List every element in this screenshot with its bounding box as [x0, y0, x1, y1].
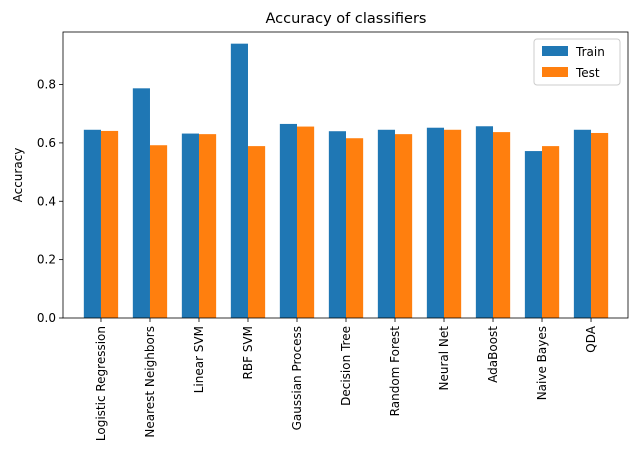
bar-test-0 — [100, 130, 119, 318]
bar-train-7 — [426, 127, 445, 318]
bar-train-5 — [328, 131, 346, 318]
bar-train-4 — [279, 123, 297, 319]
bar-test-3 — [247, 146, 266, 318]
x-tick-label: Logistic Regression — [94, 326, 108, 441]
bar-train-10 — [573, 129, 592, 318]
bar-train-0 — [83, 129, 101, 318]
x-tick-label: Decision Tree — [339, 326, 353, 406]
bar-test-6 — [395, 134, 413, 318]
legend-label-test: Test — [575, 66, 600, 80]
bar-test-8 — [493, 132, 511, 318]
y-tick-label: 0.4 — [37, 194, 56, 208]
y-tick-label: 0.6 — [37, 136, 56, 150]
legend: Train Test — [533, 38, 621, 86]
y-tick-label: 0.8 — [37, 78, 56, 92]
bar-test-10 — [591, 132, 609, 318]
y-tick-label: 0.0 — [37, 311, 56, 325]
x-tick-label: RBF SVM — [241, 326, 255, 379]
bars-group — [83, 43, 609, 319]
x-tick-label: Linear SVM — [192, 326, 206, 393]
y-tick-label: 0.2 — [37, 253, 56, 267]
bar-train-8 — [475, 126, 494, 318]
axes-group: Logistic Regression Nearest Neighbors Line… — [37, 31, 629, 441]
legend-swatch-test — [542, 67, 568, 77]
x-tick-label: AdaBoost — [486, 326, 500, 383]
bar-test-2 — [198, 134, 217, 318]
bar-train-3 — [230, 43, 248, 319]
bar-test-4 — [297, 126, 315, 318]
bar-train-1 — [132, 88, 150, 318]
legend-label-train: Train — [575, 45, 605, 59]
x-tick-label: Naive Bayes — [535, 326, 549, 400]
bar-train-9 — [524, 151, 543, 318]
x-tick-label: QDA — [584, 325, 598, 352]
legend-swatch-train — [542, 46, 568, 56]
chart-title: Accuracy of classifiers — [266, 11, 427, 27]
x-tick-label: Gaussian Process — [290, 326, 304, 430]
bar-test-7 — [444, 129, 462, 318]
plot-frame — [62, 31, 629, 319]
y-axis-title: Accuracy — [11, 148, 25, 203]
x-tick-label: Neural Net — [437, 326, 451, 391]
bar-test-9 — [542, 146, 560, 318]
x-tick-label: Random Forest — [388, 326, 402, 417]
x-tick-label: Nearest Neighbors — [143, 326, 157, 438]
bar-test-1 — [149, 145, 168, 318]
bar-train-6 — [377, 129, 395, 318]
bar-train-2 — [181, 133, 199, 318]
bar-test-5 — [346, 138, 364, 318]
